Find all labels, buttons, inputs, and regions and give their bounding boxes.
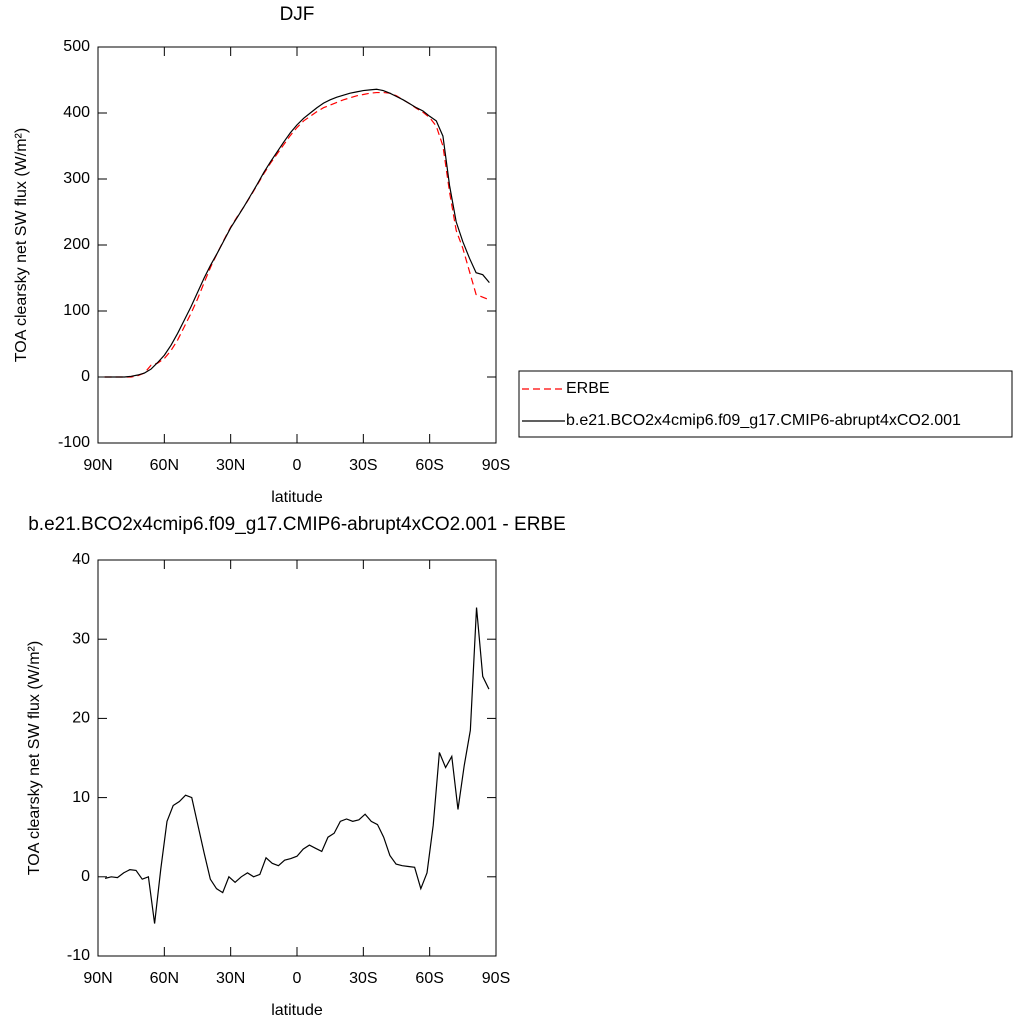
x-tick-label: 60N (150, 970, 179, 987)
y-tick-label: -100 (58, 434, 90, 451)
legend-label: b.e21.BCO2x4cmip6.f09_g17.CMIP6-abrupt4x… (566, 412, 961, 429)
data-line (104, 607, 490, 924)
legend-box (518, 370, 1013, 438)
y-axis-label: TOA clearsky net SW flux (W/m²) (13, 128, 30, 362)
y-tick-label: 400 (63, 104, 90, 121)
y-tick-label: 300 (63, 170, 90, 187)
x-tick-label: 90S (482, 457, 510, 474)
x-tick-label: 60N (150, 457, 179, 474)
x-tick-label: 30S (349, 970, 377, 987)
x-tick-label: 30N (216, 970, 245, 987)
plot-frame (97, 46, 497, 444)
y-tick-label: 40 (72, 551, 90, 568)
data-line (104, 91, 490, 378)
plot: b.e21.BCO2x4cmip6.f09_g17.CMIP6-abrupt4x… (26, 514, 566, 1019)
legend-label: ERBE (566, 380, 610, 397)
y-tick-label: 100 (63, 302, 90, 319)
legend: ERBE b.e21.BCO2x4cmip6.f09_g17.CMIP6-abru… (518, 370, 1013, 438)
x-tick-label: 90S (482, 970, 510, 987)
y-axis-label: TOA clearsky net SW flux (W/m²) (26, 641, 43, 875)
x-tick-label: 60S (415, 970, 443, 987)
y-tick-label: 30 (72, 630, 90, 647)
plot: DJF latitude TOA clearsky net SW flux (W/m… (13, 4, 510, 506)
x-tick-label: 30N (216, 457, 245, 474)
y-tick-label: 200 (63, 236, 90, 253)
x-axis-label: latitude (271, 1002, 323, 1019)
y-tick-label: 0 (81, 368, 90, 385)
y-tick-label: 500 (63, 38, 90, 55)
x-tick-label: 0 (293, 970, 302, 987)
x-tick-label: 30S (349, 457, 377, 474)
chart-title: DJF (280, 4, 315, 25)
y-tick-label: -10 (67, 947, 90, 964)
x-tick-label: 90N (83, 457, 112, 474)
x-tick-label: 60S (415, 457, 443, 474)
y-tick-label: 10 (72, 789, 90, 806)
chart-title: b.e21.BCO2x4cmip6.f09_g17.CMIP6-abrupt4x… (28, 514, 566, 535)
x-tick-label: 0 (293, 457, 302, 474)
data-line (104, 88, 490, 378)
x-tick-label: 90N (83, 970, 112, 987)
y-tick-label: 0 (81, 868, 90, 885)
y-tick-label: 20 (72, 710, 90, 727)
x-axis-label: latitude (271, 489, 323, 506)
